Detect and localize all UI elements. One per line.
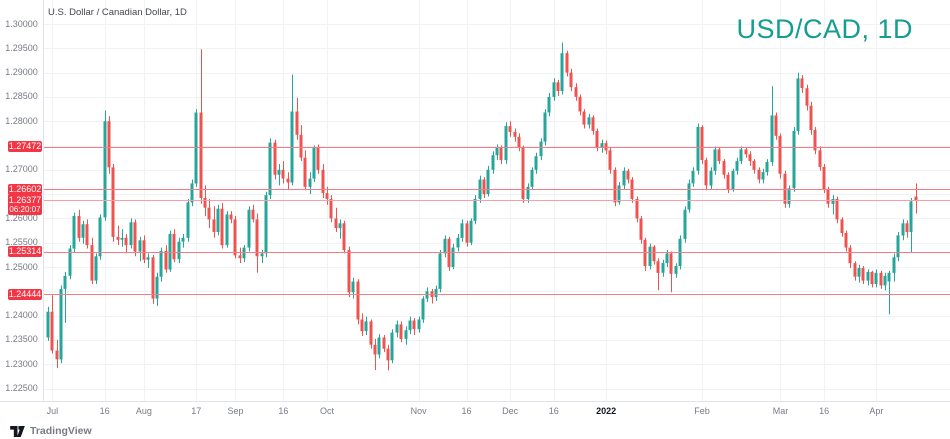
footer: TradingView <box>0 423 950 439</box>
price-tick-label: 1.29500 <box>5 42 38 53</box>
price-tick-label: 1.25000 <box>5 261 38 272</box>
current-price-badge: 1.26377 06:20:07 <box>8 194 42 216</box>
candlestick-series <box>46 42 918 371</box>
price-tick-label: 1.22500 <box>5 383 38 393</box>
price-tick-label: 1.24000 <box>5 310 38 321</box>
price-tick-label: 1.23500 <box>5 334 38 345</box>
symbol-watermark: USD/CAD, 1D <box>736 14 913 44</box>
current-price-value: 1.26377 <box>8 195 42 206</box>
time-tick-label: Apr <box>869 406 884 416</box>
tradingview-logo-icon[interactable] <box>10 425 25 437</box>
time-tick-label: Oct <box>320 406 335 416</box>
price-level-badge[interactable]: 1.27472 <box>8 141 42 153</box>
time-tick-label: Nov <box>410 406 427 416</box>
time-tick-label: 16 <box>819 406 830 416</box>
price-tick-label: 1.28500 <box>5 91 38 102</box>
time-tick-label: 17 <box>191 406 202 416</box>
time-tick-label: 16 <box>278 406 289 416</box>
price-tick-label: 1.23000 <box>5 358 38 369</box>
time-tick-label: Aug <box>135 406 152 416</box>
price-axis[interactable]: 1.30000 1.29500 1.29000 1.28500 1.28000 1.270… <box>0 0 44 401</box>
time-tick-label: 16 <box>99 406 110 416</box>
time-tick-label: 16 <box>461 406 472 416</box>
price-tick-label: 1.27000 <box>5 164 38 175</box>
price-tick-label: 1.30000 <box>5 18 38 29</box>
tradingview-brand[interactable]: TradingView <box>30 425 92 437</box>
price-tick-label: 1.28000 <box>5 115 38 126</box>
time-tick-label: 16 <box>548 406 559 416</box>
candlestick-chart[interactable] <box>43 0 950 401</box>
time-axis[interactable]: Jul 16 Aug 17 Sep 16 Oct Nov 16 Dec 16 2022 Feb Mar 16… <box>0 401 950 424</box>
price-chart[interactable]: USD/CAD, 1D U.S. Dollar / Canadian Dolla… <box>0 0 950 401</box>
time-tick-label: Mar <box>772 406 789 416</box>
price-tick-label: 1.25500 <box>5 237 38 248</box>
time-tick-label: Jul <box>46 406 59 416</box>
price-tick-label: 1.26000 <box>5 212 38 223</box>
price-level-badge[interactable]: 1.26602 <box>8 183 42 195</box>
time-tick-label: Feb <box>694 406 710 416</box>
time-tick-label: Dec <box>502 406 519 416</box>
time-tick-label: Sep <box>227 406 244 416</box>
bar-countdown-timer: 06:20:07 <box>9 205 41 215</box>
price-level-badge[interactable]: 1.24444 <box>8 288 42 300</box>
chart-title[interactable]: U.S. Dollar / Canadian Dollar, 1D <box>48 7 187 18</box>
price-tick-label: 1.29000 <box>5 67 38 78</box>
price-level-badge[interactable]: 1.25314 <box>8 246 42 258</box>
time-tick-label-year: 2022 <box>596 406 617 416</box>
